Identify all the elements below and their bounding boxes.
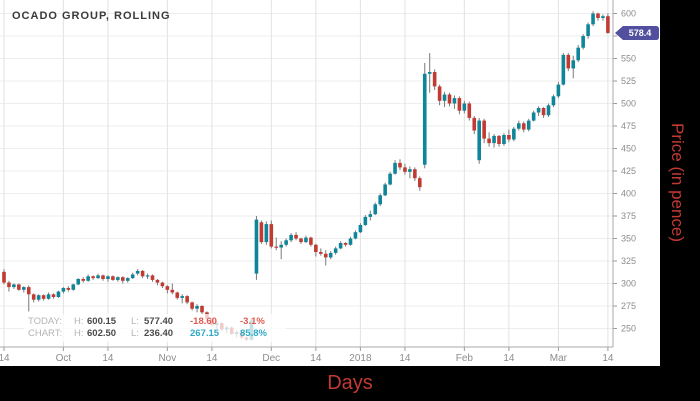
- y-axis-title: Price (in pence): [662, 0, 692, 366]
- svg-text:400: 400: [621, 189, 636, 199]
- svg-text:300: 300: [621, 279, 636, 289]
- today-low-value: 577.40: [144, 316, 174, 327]
- svg-text:Mar: Mar: [550, 353, 568, 364]
- svg-text:14: 14: [503, 353, 515, 364]
- svg-text:14: 14: [602, 353, 614, 364]
- today-change-pct: -3.1%: [240, 316, 265, 327]
- chart-change-pct: 85.8%: [240, 328, 267, 339]
- low-key: L:: [131, 328, 139, 339]
- today-high-value: 600.15: [87, 316, 117, 327]
- svg-text:550: 550: [621, 54, 636, 64]
- today-change-value: -18.60: [190, 316, 217, 327]
- svg-text:Feb: Feb: [456, 353, 474, 364]
- y-axis-title-text: Price (in pence): [668, 123, 687, 243]
- legend-row-today: TODAY: H: 600.15 L: 577.40 -18.60 -3.1%: [28, 316, 282, 328]
- svg-text:2018: 2018: [349, 353, 372, 364]
- svg-text:425: 425: [621, 166, 636, 176]
- x-axis-title-text: Days: [327, 372, 373, 394]
- svg-text:Oct: Oct: [56, 353, 72, 364]
- svg-text:525: 525: [621, 76, 636, 86]
- svg-text:14: 14: [102, 353, 114, 364]
- svg-text:325: 325: [621, 256, 636, 266]
- high-key: H:: [74, 316, 84, 327]
- current-price-tag: 578.4: [615, 25, 659, 40]
- candlestick-chart[interactable]: 250 275 300 325 350 375 400 425 450 475 500 525 550 5…: [0, 0, 660, 366]
- svg-text:600: 600: [621, 9, 636, 19]
- svg-text:500: 500: [621, 99, 636, 109]
- chart-panel: 250 275 300 325 350 375 400 425 450 475 500 525 550 5…: [0, 0, 660, 366]
- svg-text:375: 375: [621, 211, 636, 221]
- chart-low-value: 236.40: [144, 328, 174, 339]
- svg-text:Nov: Nov: [158, 353, 176, 364]
- svg-text:Dec: Dec: [262, 353, 280, 364]
- x-axis-title: Days: [0, 366, 700, 401]
- svg-text:275: 275: [621, 301, 636, 311]
- svg-text:250: 250: [621, 324, 636, 334]
- chart-high-value: 602.50: [87, 328, 117, 339]
- low-key: L:: [131, 316, 139, 327]
- svg-text:578.4: 578.4: [629, 28, 652, 38]
- svg-text:350: 350: [621, 234, 636, 244]
- stats-legend: TODAY: H: 600.15 L: 577.40 -18.60 -3.1% …: [24, 314, 286, 342]
- svg-text:475: 475: [621, 121, 636, 131]
- high-key: H:: [74, 328, 84, 339]
- legend-row-chart: CHART: H: 602.50 L: 236.40 267.15 85.8%: [28, 328, 282, 340]
- today-label: TODAY:: [28, 316, 62, 327]
- svg-text:450: 450: [621, 144, 636, 154]
- chart-label: CHART:: [28, 328, 63, 339]
- svg-text:14: 14: [206, 353, 218, 364]
- chart-change-value: 267.15: [190, 328, 220, 339]
- chart-title: OCADO GROUP, ROLLING: [12, 10, 171, 22]
- svg-text:14: 14: [310, 353, 322, 364]
- svg-text:14: 14: [0, 353, 10, 364]
- svg-text:14: 14: [399, 353, 411, 364]
